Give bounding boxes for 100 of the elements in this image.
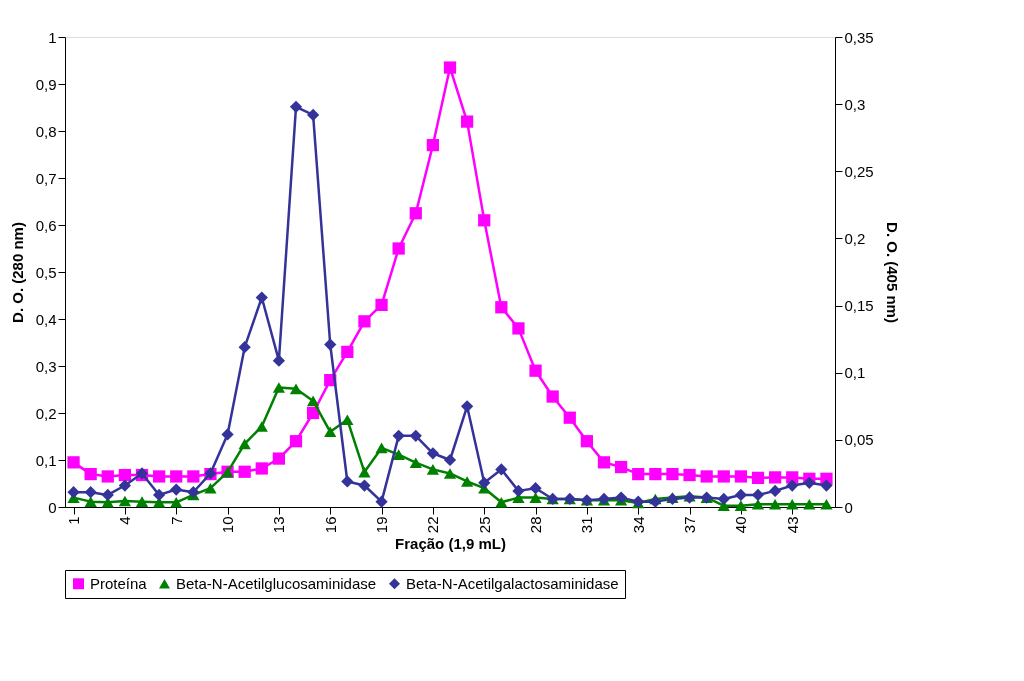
x-tick-label: 10 <box>219 516 237 534</box>
legend-label: Beta-N-Acetilgalactosaminidase <box>406 574 619 592</box>
point <box>632 467 645 481</box>
y-tick-label: 0,5 <box>35 263 57 281</box>
point <box>614 460 628 474</box>
point <box>375 298 388 312</box>
point <box>409 207 422 220</box>
x-tick-label: 28 <box>527 516 545 534</box>
point <box>118 468 132 482</box>
y-tick-label: 0,8 <box>35 122 57 140</box>
x-tick-label: 1 <box>65 516 83 525</box>
point <box>580 435 594 448</box>
x-tick-label: 19 <box>373 516 391 534</box>
point <box>84 486 97 499</box>
point <box>204 482 217 494</box>
point <box>443 453 457 467</box>
point <box>700 470 713 483</box>
y-tick-label: 0,2 <box>35 404 57 422</box>
point <box>717 492 730 506</box>
point <box>512 484 525 498</box>
point <box>495 497 508 508</box>
y2-tick-label: 0 <box>844 498 853 516</box>
point <box>460 476 474 487</box>
point <box>358 479 371 492</box>
y-tick-label: 0,9 <box>35 75 57 93</box>
point <box>803 476 816 489</box>
point <box>529 482 542 495</box>
point <box>820 479 833 492</box>
point <box>426 464 440 475</box>
point <box>478 476 491 489</box>
point <box>289 383 303 395</box>
point <box>289 100 303 113</box>
point <box>546 390 559 403</box>
y2-tick-label: 0,05 <box>844 431 874 449</box>
point <box>512 322 525 335</box>
x-tick-label: 34 <box>629 516 647 534</box>
point <box>751 471 765 484</box>
point <box>460 115 474 128</box>
point <box>768 499 782 510</box>
y-axis-title: D. O. (280 nm) <box>8 222 26 323</box>
point <box>460 400 474 413</box>
point <box>170 470 183 483</box>
point <box>734 488 748 502</box>
x-tick-label: 37 <box>681 516 699 534</box>
x-axis-title: Fração (1,9 mL) <box>395 535 506 553</box>
y2-tick-label: 0,1 <box>844 364 866 382</box>
x-tick-label: 40 <box>732 516 750 534</box>
point <box>392 449 405 460</box>
point <box>341 345 354 359</box>
point <box>495 301 508 314</box>
point <box>152 470 166 483</box>
y-tick-label: 0,4 <box>35 310 57 328</box>
x-tick-label: 31 <box>578 516 596 534</box>
x-tick-label: 7 <box>167 516 185 525</box>
point <box>409 429 422 442</box>
point <box>221 428 234 441</box>
point <box>443 468 457 479</box>
y2-tick-label: 0,25 <box>844 162 874 180</box>
point <box>306 108 320 122</box>
point <box>170 483 183 496</box>
point <box>478 214 491 227</box>
point <box>426 447 440 460</box>
x-tick-label: 22 <box>424 516 442 534</box>
point <box>67 486 80 499</box>
y-tick-label: 1 <box>48 28 57 46</box>
point <box>820 499 833 510</box>
point <box>786 499 799 510</box>
point <box>768 484 782 498</box>
point <box>118 495 132 507</box>
point <box>717 470 730 483</box>
point <box>101 488 114 502</box>
point <box>101 470 114 483</box>
point <box>426 138 440 152</box>
point <box>375 495 388 508</box>
point <box>187 470 200 483</box>
legend-label: Beta-N-Acetilglucosaminidase <box>176 574 377 592</box>
point <box>324 426 337 438</box>
y2-axis-title: D. O. (405 nm) <box>883 222 901 323</box>
x-tick-label: 13 <box>270 516 288 534</box>
point <box>495 463 508 476</box>
point <box>152 497 166 508</box>
point <box>529 492 542 503</box>
y-tick-label: 0,1 <box>35 451 57 469</box>
x-tick-label: 43 <box>783 516 801 534</box>
y-tick-label: 0 <box>48 498 57 516</box>
point <box>272 452 286 465</box>
point <box>238 438 251 450</box>
point <box>170 497 183 508</box>
point <box>67 456 80 469</box>
point <box>768 471 782 484</box>
point <box>118 479 132 492</box>
point <box>324 338 337 351</box>
point <box>341 475 354 488</box>
point <box>238 341 251 354</box>
y2-tick-label: 0,2 <box>844 229 866 247</box>
point <box>666 467 679 481</box>
y2-tick-label: 0,35 <box>844 28 874 46</box>
point <box>683 468 696 482</box>
point <box>409 457 422 468</box>
point <box>272 382 286 393</box>
